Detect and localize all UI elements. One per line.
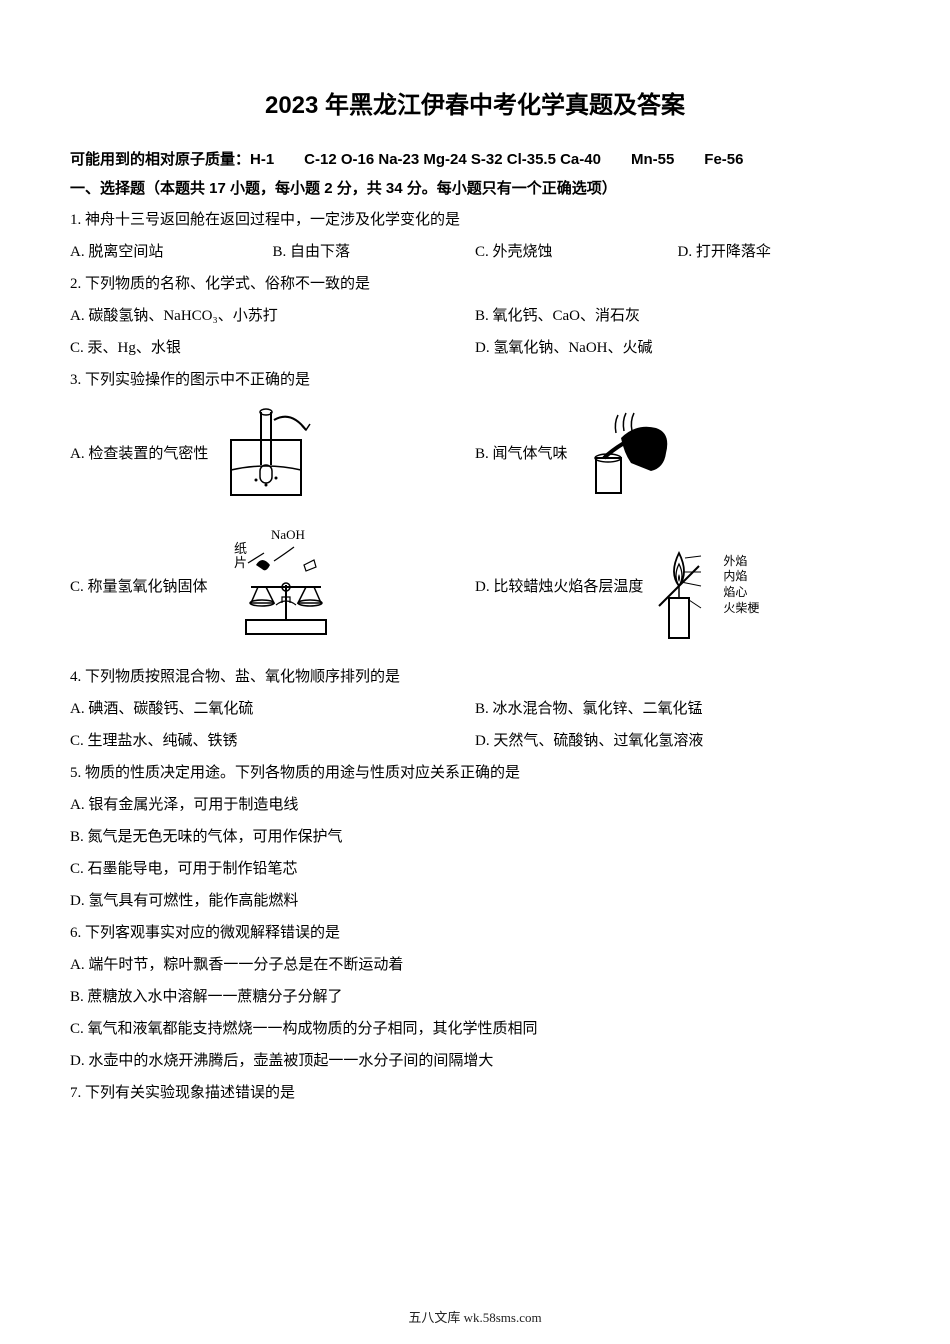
smell-icon	[576, 403, 676, 503]
q1-options: A. 脱离空间站 B. 自由下落 C. 外壳烧蚀 D. 打开降落伞	[70, 240, 880, 264]
q3-row1: A. 检查装置的气密性 B. 闻气体气味	[70, 400, 880, 505]
candle-match-label: 火柴梗	[723, 601, 759, 617]
q3-opt-c-wrap: C. 称量氢氧化钠固体 NaOH 纸 片	[70, 525, 475, 645]
q2-options-row2: C. 汞、Hg、水银 D. 氢氧化钠、NaOH、火碱	[70, 336, 880, 360]
q3-row2: C. 称量氢氧化钠固体 NaOH 纸 片 D. 比较蜡烛火焰各层温度	[70, 525, 880, 645]
q6-text: 6. 下列客观事实对应的微观解释错误的是	[70, 921, 880, 945]
balance-paper-label-1: 纸	[234, 541, 247, 556]
q3-opt-b: B. 闻气体气味	[475, 442, 568, 463]
q2-opt-a: A. 碳酸氢钠、NaHCO₃、小苏打	[70, 304, 475, 328]
q2-opt-c: C. 汞、Hg、水银	[70, 336, 475, 360]
q2-opt-d: D. 氢氧化钠、NaOH、火碱	[475, 336, 880, 360]
q4-text: 4. 下列物质按照混合物、盐、氧化物顺序排列的是	[70, 665, 880, 689]
flask-icon	[216, 400, 326, 505]
q3-opt-a-wrap: A. 检查装置的气密性	[70, 400, 475, 505]
page-title: 2023 年黑龙江伊春中考化学真题及答案	[70, 85, 880, 120]
atomic-mass-line: 可能用到的相对原子质量：H-1 C-12 O-16 Na-23 Mg-24 S-…	[70, 148, 880, 169]
q4-opt-b: B. 冰水混合物、氯化锌、二氧化锰	[475, 697, 880, 721]
candle-core-label: 焰心	[723, 585, 759, 601]
balance-paper-label-2: 片	[234, 555, 247, 570]
candle-icon	[651, 528, 721, 643]
candle-inner-label: 内焰	[723, 569, 759, 585]
q4-opt-c: C. 生理盐水、纯碱、铁锈	[70, 729, 475, 753]
q1-opt-d: D. 打开降落伞	[678, 240, 881, 264]
q4-options-row2: C. 生理盐水、纯碱、铁锈 D. 天然气、硫酸钠、过氧化氢溶液	[70, 729, 880, 753]
q6-opt-b: B. 蔗糖放入水中溶解一一蔗糖分子分解了	[70, 985, 880, 1009]
q3-text: 3. 下列实验操作的图示中不正确的是	[70, 368, 880, 392]
q1-opt-a: A. 脱离空间站	[70, 240, 273, 264]
q6-opt-c: C. 氧气和液氧都能支持燃烧一一构成物质的分子相同，其化学性质相同	[70, 1017, 880, 1041]
q5-opt-d: D. 氢气具有可燃性，能作高能燃料	[70, 889, 880, 913]
q4-opt-a: A. 碘酒、碳酸钙、二氧化硫	[70, 697, 475, 721]
q3-opt-a: A. 检查装置的气密性	[70, 442, 208, 463]
q1-opt-c: C. 外壳烧蚀	[475, 240, 678, 264]
q2-text: 2. 下列物质的名称、化学式、俗称不一致的是	[70, 272, 880, 296]
q5-text: 5. 物质的性质决定用途。下列各物质的用途与性质对应关系正确的是	[70, 761, 880, 785]
q2-options-row1: A. 碳酸氢钠、NaHCO₃、小苏打 B. 氧化钙、CaO、消石灰	[70, 304, 880, 328]
page-footer: 五八文库 wk.58sms.com	[0, 1307, 950, 1326]
q5-opt-c: C. 石墨能导电，可用于制作铅笔芯	[70, 857, 880, 881]
section-1-header: 一、选择题（本题共 17 小题，每小题 2 分，共 34 分。每小题只有一个正确…	[70, 177, 880, 198]
q1-opt-b: B. 自由下落	[273, 240, 476, 264]
q4-options-row1: A. 碘酒、碳酸钙、二氧化硫 B. 冰水混合物、氯化锌、二氧化锰	[70, 697, 880, 721]
q3-opt-d-wrap: D. 比较蜡烛火焰各层温度 外焰 内焰 焰心 火柴梗	[475, 528, 880, 643]
q2-opt-b: B. 氧化钙、CaO、消石灰	[475, 304, 880, 328]
q3-opt-c: C. 称量氢氧化钠固体	[70, 575, 208, 596]
candle-outer-label: 外焰	[723, 554, 759, 570]
q5-opt-b: B. 氮气是无色无味的气体，可用作保护气	[70, 825, 880, 849]
q5-opt-a: A. 银有金属光泽，可用于制造电线	[70, 793, 880, 817]
balance-icon: NaOH 纸 片	[216, 525, 351, 645]
q3-opt-b-wrap: B. 闻气体气味	[475, 403, 880, 503]
q1-text: 1. 神舟十三号返回舱在返回过程中，一定涉及化学变化的是	[70, 208, 880, 232]
q6-opt-a: A. 端午时节，粽叶飘香一一分子总是在不断运动着	[70, 953, 880, 977]
q6-opt-d: D. 水壶中的水烧开沸腾后，壶盖被顶起一一水分子间的间隔增大	[70, 1049, 880, 1073]
q7-text: 7. 下列有关实验现象描述错误的是	[70, 1081, 880, 1105]
balance-naoh-label: NaOH	[271, 527, 305, 542]
q4-opt-d: D. 天然气、硫酸钠、过氧化氢溶液	[475, 729, 880, 753]
candle-labels: 外焰 内焰 焰心 火柴梗	[723, 554, 759, 616]
q3-opt-d: D. 比较蜡烛火焰各层温度	[475, 575, 643, 596]
